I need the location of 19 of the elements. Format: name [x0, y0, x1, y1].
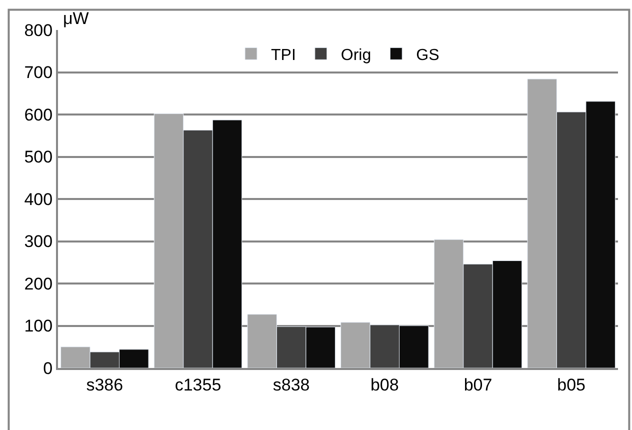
- y-tick-label: 100: [24, 316, 53, 336]
- x-tick-label: s386: [86, 375, 124, 394]
- x-tick-label: b07: [464, 375, 492, 394]
- y-tick-label: 400: [24, 190, 53, 209]
- y-axis-title: μW: [63, 9, 89, 28]
- x-tick-label: c1355: [174, 375, 222, 394]
- y-tick-label: 700: [24, 63, 53, 82]
- y-tick-label: 0: [43, 358, 53, 378]
- legend-label: Orig: [340, 46, 372, 64]
- x-tick-label: b05: [557, 375, 586, 394]
- x-tick-label: s838: [272, 375, 310, 394]
- legend-label: GS: [416, 46, 440, 64]
- x-tick-label: b08: [370, 375, 399, 394]
- y-tick-label: 800: [24, 20, 53, 40]
- y-tick-label: 200: [24, 274, 53, 294]
- y-tick-label: 500: [24, 148, 53, 167]
- y-tick-label: 600: [24, 105, 53, 124]
- legend-label: TPI: [271, 46, 296, 64]
- y-tick-label: 300: [24, 232, 53, 252]
